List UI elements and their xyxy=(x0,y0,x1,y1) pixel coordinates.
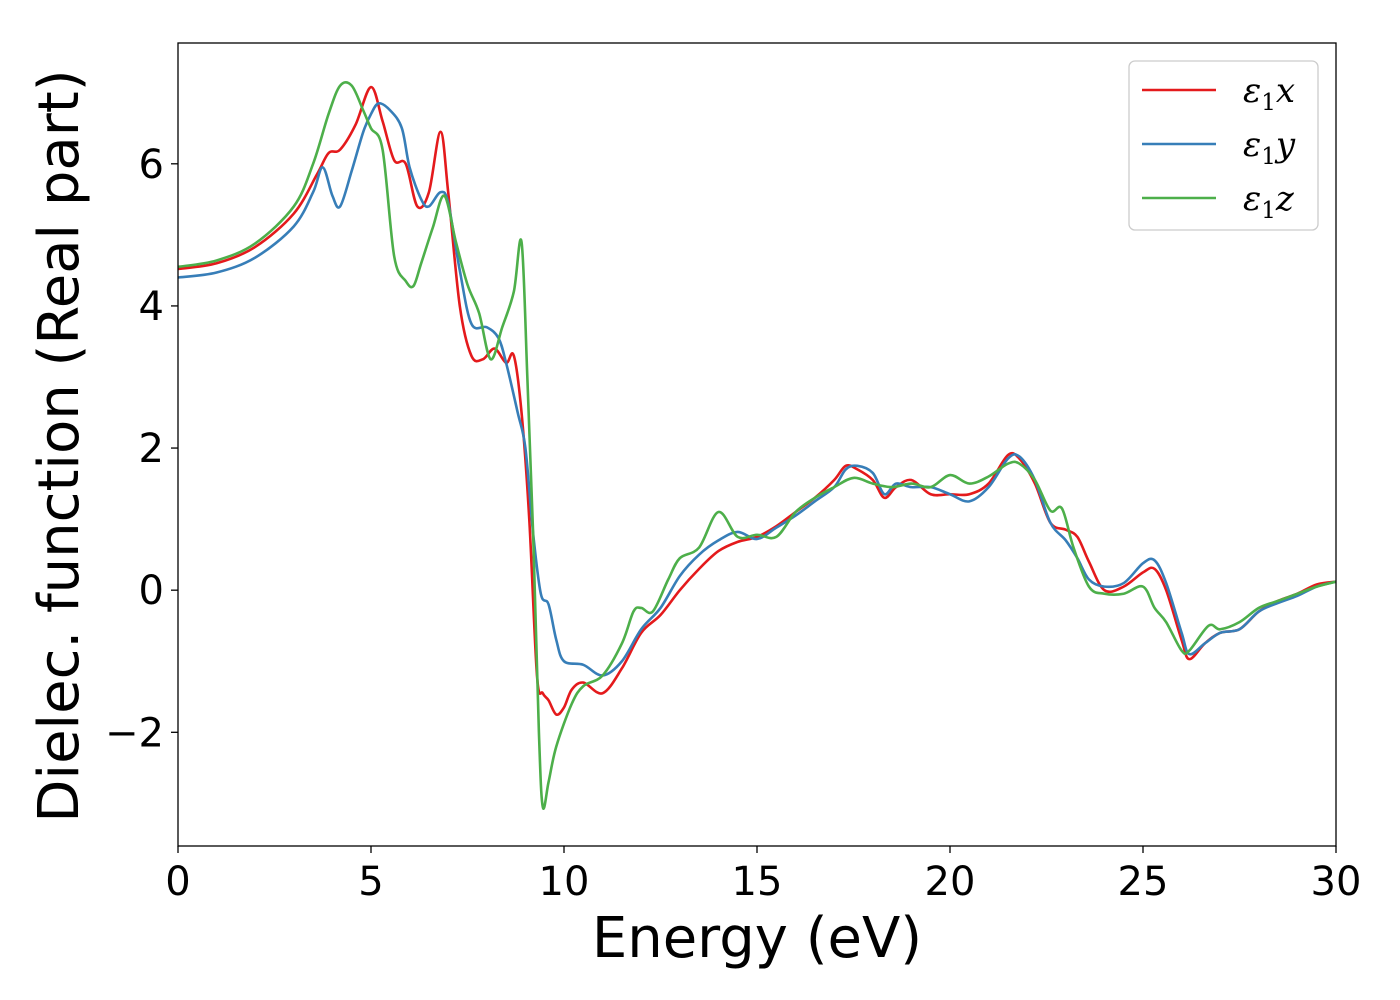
y-tick-label: 0 xyxy=(139,568,164,614)
y-tick-label: 6 xyxy=(139,142,164,188)
y-tick-label: 4 xyxy=(139,284,164,330)
x-tick-label: 20 xyxy=(925,859,976,905)
series-line-x xyxy=(177,85,1337,717)
x-tick-label: 30 xyxy=(1311,859,1362,905)
x-axis-title: Energy (eV) xyxy=(592,906,922,971)
x-tick-label: 0 xyxy=(165,859,190,905)
legend-box xyxy=(1128,60,1319,231)
x-tick-label: 10 xyxy=(539,859,590,905)
y-tick-label: 2 xyxy=(139,426,164,472)
series-layer xyxy=(177,81,1337,810)
series-line-y xyxy=(177,102,1337,677)
legend-label-z: ε1z xyxy=(1243,179,1295,224)
y-axis-ticks: −2 0 2 4 6 xyxy=(105,142,178,756)
legend-label-y: ε1y xyxy=(1243,125,1296,170)
x-tick-label: 25 xyxy=(1118,859,1169,905)
y-axis-title: Dielec. function (Real part) xyxy=(27,69,92,822)
y-tick-label: −2 xyxy=(105,710,164,756)
series-line-z xyxy=(177,81,1337,810)
x-tick-label: 15 xyxy=(732,859,783,905)
legend-label-x: ε1x xyxy=(1243,71,1295,116)
legend-items: ε1x ε1y ε1z xyxy=(1142,71,1296,224)
x-axis-ticks: 0 5 10 15 20 25 30 xyxy=(165,846,1361,905)
x-tick-label: 5 xyxy=(358,859,383,905)
legend: ε1x ε1y ε1z xyxy=(1128,60,1319,231)
